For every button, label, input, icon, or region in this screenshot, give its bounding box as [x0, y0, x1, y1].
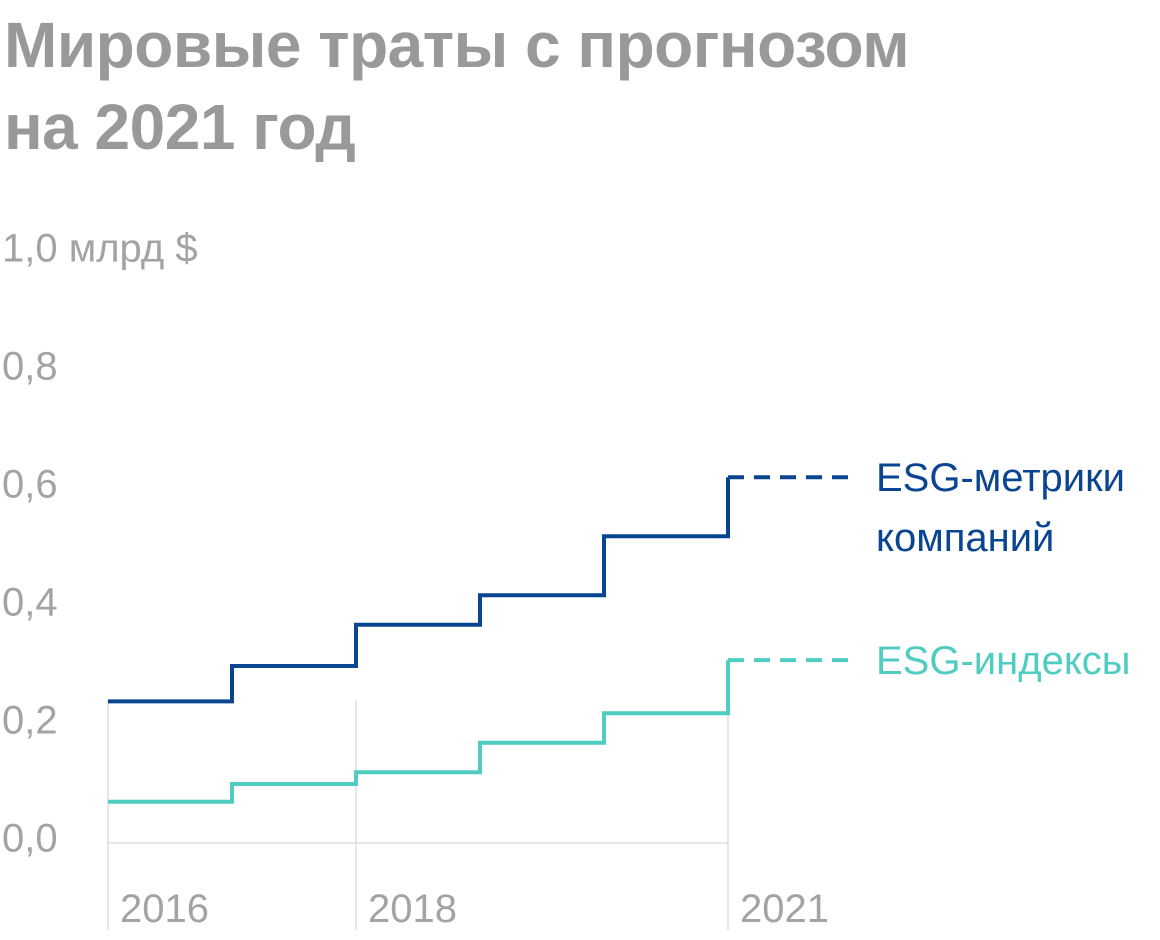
y-tick-label: 0,2 [2, 699, 58, 743]
chart-title: Мировые траты с прогнозом на 2021 год [4, 4, 910, 168]
x-tick-label: 2021 [740, 887, 829, 931]
y-tick-label: 0,8 [2, 345, 58, 389]
label-layer: 0,0 0,2 0,4 0,6 0,8 1,0 млрд $ 2016 2018 2021 ESG… [2, 227, 1131, 931]
series-label-line: компаний [876, 516, 1054, 560]
y-tick-label: 0,4 [2, 581, 58, 625]
grid-layer [107, 700, 729, 930]
series-line-1 [108, 477, 730, 704]
series-label-line: ESG-метрики [876, 456, 1125, 500]
x-tick-label: 2018 [368, 887, 457, 931]
series-layer [107, 475, 858, 804]
series-line-2 [108, 660, 730, 804]
series-label-2: ESG-индексы [876, 639, 1131, 683]
y-tick-label: 1,0 млрд $ [2, 227, 198, 271]
y-tick-label: 0,6 [2, 463, 58, 507]
chart-title-line-2: на 2021 год [4, 91, 356, 163]
x-tick-label: 2016 [120, 887, 209, 931]
chart-title-line-1: Мировые траты с прогнозом [4, 9, 910, 81]
series-label-1: ESG-метрики компаний [876, 456, 1125, 560]
series-label-line: ESG-индексы [876, 639, 1131, 683]
y-tick-label: 0,0 [2, 817, 58, 861]
